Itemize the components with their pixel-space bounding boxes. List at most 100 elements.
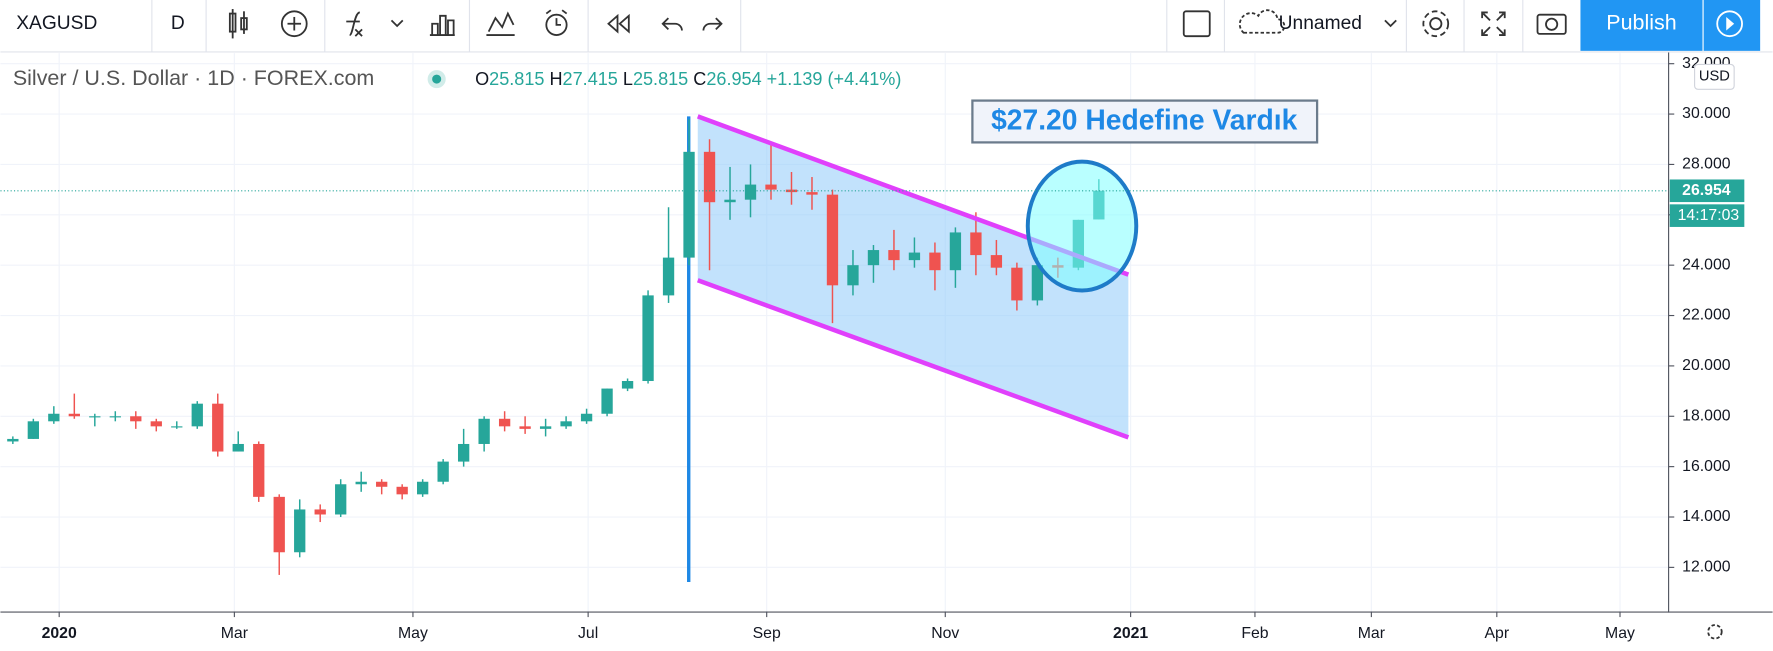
y-tick-label: 22.000 bbox=[1682, 307, 1731, 324]
currency-box bbox=[1694, 63, 1735, 90]
candle-body bbox=[642, 295, 654, 382]
candle-body bbox=[294, 509, 306, 553]
candle-body bbox=[888, 250, 900, 261]
candle-body bbox=[724, 199, 736, 203]
candle-body bbox=[621, 381, 634, 389]
indicators-icon[interactable] bbox=[346, 11, 404, 37]
candle-body bbox=[7, 438, 19, 442]
price-badge-text: 26.954 bbox=[1682, 182, 1731, 199]
candle-body bbox=[498, 418, 511, 427]
candle-body bbox=[949, 232, 962, 271]
candle-body bbox=[929, 252, 941, 271]
candle-body bbox=[417, 481, 429, 495]
replay-icon[interactable] bbox=[607, 13, 630, 34]
candle-body bbox=[478, 418, 490, 444]
x-tick-label: Mar bbox=[1358, 625, 1385, 642]
legend-title: Silver / U.S. Dollar · 1D · FOREX.com bbox=[13, 66, 374, 90]
y-tick-label: 28.000 bbox=[1682, 156, 1731, 173]
interval[interactable]: D bbox=[171, 13, 185, 34]
ohlc-label: L bbox=[623, 69, 633, 89]
publish-button[interactable] bbox=[1580, 0, 1703, 51]
x-tick-label: 2021 bbox=[1113, 625, 1148, 642]
candle-body bbox=[253, 443, 265, 497]
candle-body bbox=[970, 232, 982, 256]
cloud-icon[interactable] bbox=[1238, 9, 1286, 34]
x-tick-label: Nov bbox=[931, 625, 959, 642]
channel-lower bbox=[696, 278, 1130, 440]
candle-body bbox=[314, 509, 326, 515]
candle-body bbox=[683, 151, 695, 258]
candle-body bbox=[601, 388, 613, 414]
candle-body bbox=[662, 257, 675, 296]
candle-body bbox=[867, 250, 880, 266]
symbol[interactable]: XAGUSD bbox=[16, 13, 97, 34]
x-tick-label: Mar bbox=[221, 625, 248, 642]
x-tick-label: Feb bbox=[1241, 625, 1268, 642]
candle-body bbox=[27, 421, 39, 439]
candle-body bbox=[806, 192, 818, 195]
layout-name[interactable]: Unnamed bbox=[1279, 13, 1362, 34]
candle-body bbox=[130, 416, 142, 422]
publish-label[interactable]: Publish bbox=[1606, 10, 1676, 34]
layout-menu-icon[interactable] bbox=[1384, 19, 1397, 28]
ohlc-value: 25.815 bbox=[489, 69, 544, 89]
candle-body bbox=[396, 486, 408, 495]
currency: USD bbox=[1699, 69, 1730, 85]
time-axis bbox=[0, 612, 1773, 651]
candle-body bbox=[232, 443, 244, 452]
y-tick-label: 30.000 bbox=[1682, 105, 1731, 122]
candle-body bbox=[744, 184, 757, 200]
candle-body bbox=[560, 421, 572, 427]
change: +1.139 bbox=[767, 69, 823, 89]
candle-body bbox=[847, 265, 859, 286]
x-tick-label: Apr bbox=[1485, 625, 1510, 642]
compare-icon[interactable] bbox=[429, 14, 455, 36]
candle-body bbox=[89, 416, 101, 418]
candle-body bbox=[1011, 267, 1023, 301]
chart-type-icon[interactable] bbox=[228, 9, 248, 39]
add-icon[interactable] bbox=[280, 10, 308, 38]
countdown: 14:17:03 bbox=[1678, 207, 1740, 224]
y-tick-label: 14.000 bbox=[1682, 508, 1731, 525]
toolbar bbox=[0, 0, 1773, 52]
play-icon[interactable] bbox=[1716, 10, 1743, 38]
candle-body bbox=[990, 255, 1003, 268]
price-axis bbox=[1668, 51, 1773, 612]
play-arrow bbox=[1726, 16, 1735, 31]
toolbar-separators bbox=[151, 0, 1524, 52]
candle-body bbox=[150, 421, 162, 427]
fullscreen-icon[interactable] bbox=[1481, 11, 1506, 36]
x-tick-label: May bbox=[1605, 625, 1635, 642]
templates-icon[interactable] bbox=[486, 11, 515, 36]
candle-body bbox=[48, 413, 60, 422]
alert-icon[interactable] bbox=[545, 9, 568, 36]
candle-body bbox=[212, 403, 224, 452]
y-tick-label: 20.000 bbox=[1682, 357, 1731, 374]
legend-dot-inner bbox=[432, 74, 442, 84]
ohlc-value: 25.815 bbox=[633, 69, 688, 89]
ohlc-label: H bbox=[549, 69, 562, 89]
candle-body bbox=[519, 426, 531, 429]
candle-body bbox=[826, 194, 839, 286]
candle-body bbox=[355, 481, 367, 485]
candle-body bbox=[437, 461, 449, 482]
undo-icon[interactable] bbox=[661, 17, 683, 31]
candle-body bbox=[376, 481, 388, 487]
candle-body bbox=[273, 496, 285, 553]
settings-icon[interactable] bbox=[1422, 10, 1450, 38]
candle-body bbox=[457, 443, 470, 462]
x-tick-label: Jul bbox=[578, 625, 598, 642]
candle-body bbox=[580, 413, 593, 422]
snapshot-icon[interactable] bbox=[1536, 13, 1567, 35]
redo-icon[interactable] bbox=[702, 17, 723, 31]
candle-body bbox=[171, 426, 183, 428]
ohlc-label: C bbox=[693, 69, 706, 89]
candle-body bbox=[191, 403, 203, 427]
x-tick-label: Sep bbox=[753, 625, 781, 642]
select-icon[interactable] bbox=[1182, 10, 1211, 38]
ohlc-label: O bbox=[475, 69, 489, 89]
candle-body bbox=[335, 484, 347, 515]
axis-settings-icon[interactable] bbox=[1707, 624, 1723, 640]
